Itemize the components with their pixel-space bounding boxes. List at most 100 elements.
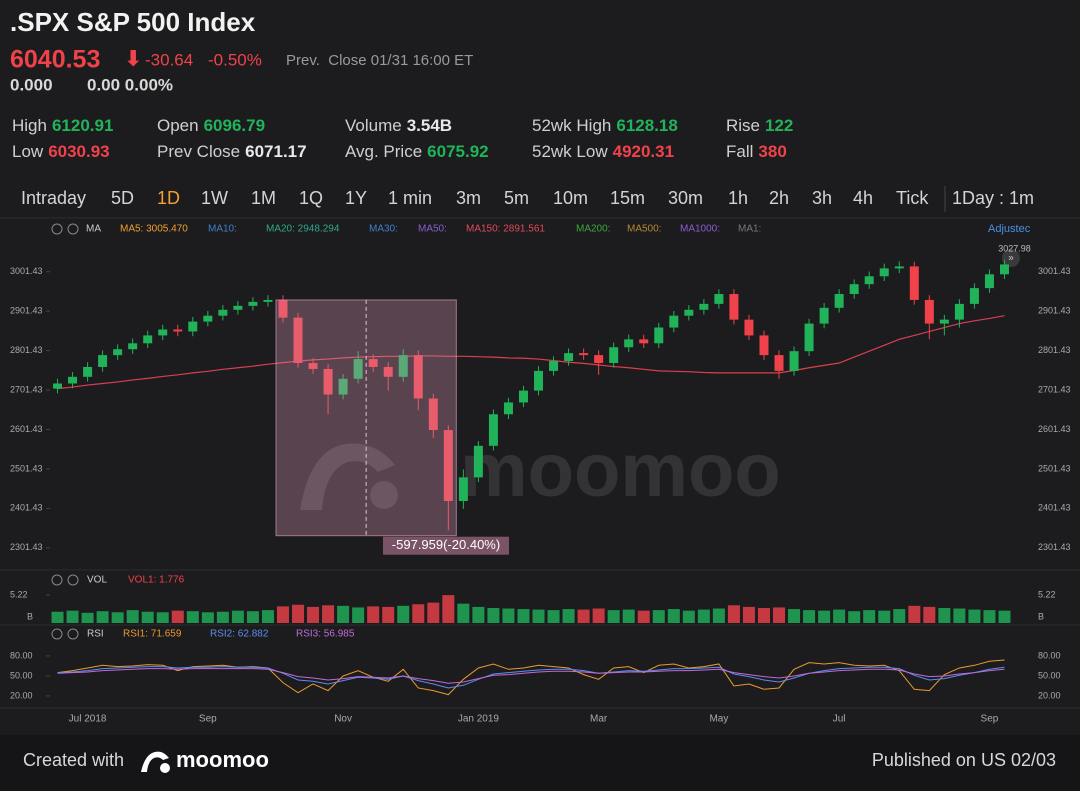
time-tab[interactable]: 3h xyxy=(812,188,832,208)
time-tab[interactable]: 10m xyxy=(553,188,588,208)
indicator-label: RSI2: 62.882 xyxy=(210,629,269,640)
candle-body xyxy=(338,378,348,395)
volume-bar xyxy=(757,607,770,623)
close-icon[interactable] xyxy=(67,223,79,235)
stat: Volume 3.54B xyxy=(345,116,452,135)
logo-dot xyxy=(370,481,398,509)
candle-body xyxy=(398,355,408,377)
stat: Avg. Price 6075.92 xyxy=(345,142,489,161)
volume-bar xyxy=(502,608,515,623)
volume-bar xyxy=(487,607,500,623)
candle-body xyxy=(864,276,874,285)
time-tab[interactable]: 5D xyxy=(111,188,134,208)
candle-body xyxy=(879,268,889,277)
x-tick-label: Mar xyxy=(590,714,608,725)
volume-bar xyxy=(742,606,755,623)
time-tab[interactable]: 15m xyxy=(610,188,645,208)
candle-body xyxy=(353,359,363,379)
time-tab[interactable]: 5m xyxy=(504,188,529,208)
volume-bar xyxy=(156,612,169,623)
stat-label: Volume xyxy=(345,116,402,135)
y-tick-label: 80.00 xyxy=(10,650,33,660)
rsi-line xyxy=(57,666,1005,689)
volume-bar xyxy=(126,610,139,623)
settings-icon[interactable] xyxy=(51,628,63,640)
watermark-logo xyxy=(300,443,398,510)
close-icon[interactable] xyxy=(67,628,79,640)
time-tab[interactable]: 1 min xyxy=(388,188,432,208)
stat-value: 6030.93 xyxy=(48,142,109,161)
volume-bar xyxy=(337,605,350,623)
volume-bar xyxy=(427,602,440,623)
time-tab[interactable]: 1h xyxy=(728,188,748,208)
time-tab[interactable]: 1M xyxy=(251,188,276,208)
rsi-line xyxy=(57,668,1005,684)
y-tick-label: 3001.43 xyxy=(1038,266,1071,276)
y-tick-label: 5.22 xyxy=(1038,589,1056,599)
time-tab[interactable]: Intraday xyxy=(21,188,86,208)
indicator-label: MA1: xyxy=(738,224,761,235)
time-tab[interactable]: 1Q xyxy=(299,188,323,208)
indicator-label: RSI xyxy=(87,629,104,640)
after-price: 0.000 xyxy=(10,75,53,94)
footer-logo xyxy=(141,751,170,773)
volume-bar xyxy=(923,606,936,623)
time-tab[interactable]: 1Y xyxy=(345,188,367,208)
prev-close-note: Prev. Close 01/31 16:00 ET xyxy=(286,52,473,69)
candle-body xyxy=(173,329,183,332)
candle-body xyxy=(443,430,453,502)
published: Published on US 02/03 xyxy=(872,750,1056,770)
time-tab[interactable]: 1W xyxy=(201,188,228,208)
volume-bar xyxy=(81,612,94,623)
time-tab[interactable]: Tick xyxy=(896,188,929,208)
candle-body xyxy=(609,347,619,364)
unit-label: B xyxy=(1038,611,1044,621)
x-tick-label: Sep xyxy=(199,714,217,725)
candle-body xyxy=(834,294,844,308)
candle-body xyxy=(894,266,904,269)
time-tab[interactable]: 30m xyxy=(668,188,703,208)
candle-body xyxy=(68,376,78,384)
after-change: 0.00 0.00% xyxy=(87,75,173,94)
settings-icon[interactable] xyxy=(51,574,63,586)
candle-body xyxy=(98,355,108,367)
volume-bar xyxy=(682,610,695,623)
settings-icon[interactable] xyxy=(51,223,63,235)
indicator-label: MA50: xyxy=(418,224,447,235)
volume-bar xyxy=(412,604,425,623)
close-icon[interactable] xyxy=(67,574,79,586)
time-tab[interactable]: 1Day : 1m xyxy=(952,188,1034,208)
volume-bar xyxy=(863,610,876,623)
x-tick-label: Nov xyxy=(334,714,352,725)
volume-bar xyxy=(246,611,259,623)
volume-bar xyxy=(953,608,966,623)
time-tab[interactable]: 2h xyxy=(769,188,789,208)
candle-body xyxy=(53,383,63,389)
candle-body xyxy=(413,355,423,399)
candle-body xyxy=(158,329,168,336)
volume-bar xyxy=(818,610,831,623)
candle-body xyxy=(534,370,544,391)
stat: Fall 380 xyxy=(726,142,787,161)
candle-body xyxy=(383,366,393,377)
expand-icon[interactable]: » xyxy=(1008,253,1014,264)
indicator-label: MA1000: xyxy=(680,224,720,235)
candle-body xyxy=(624,339,634,348)
candle-body xyxy=(564,353,574,362)
stat: 52wk High 6128.18 xyxy=(532,116,678,135)
stat-value: 6128.18 xyxy=(616,116,677,135)
measure-label: -597.959(-20.40%) xyxy=(392,537,500,552)
volume-bar xyxy=(352,607,365,623)
y-tick-label: 2601.43 xyxy=(1038,424,1071,434)
price: 6040.53 xyxy=(10,46,100,74)
time-tab[interactable]: 1D xyxy=(157,188,180,208)
stat: 52wk Low 4920.31 xyxy=(532,142,674,161)
candle-body xyxy=(368,359,378,367)
candle-body xyxy=(639,339,649,344)
expand-button[interactable] xyxy=(1002,249,1020,267)
time-tab[interactable]: 4h xyxy=(853,188,873,208)
time-tab[interactable]: 3m xyxy=(456,188,481,208)
stat-value: 6120.91 xyxy=(52,116,113,135)
y-tick-label: 2301.43 xyxy=(10,542,43,552)
